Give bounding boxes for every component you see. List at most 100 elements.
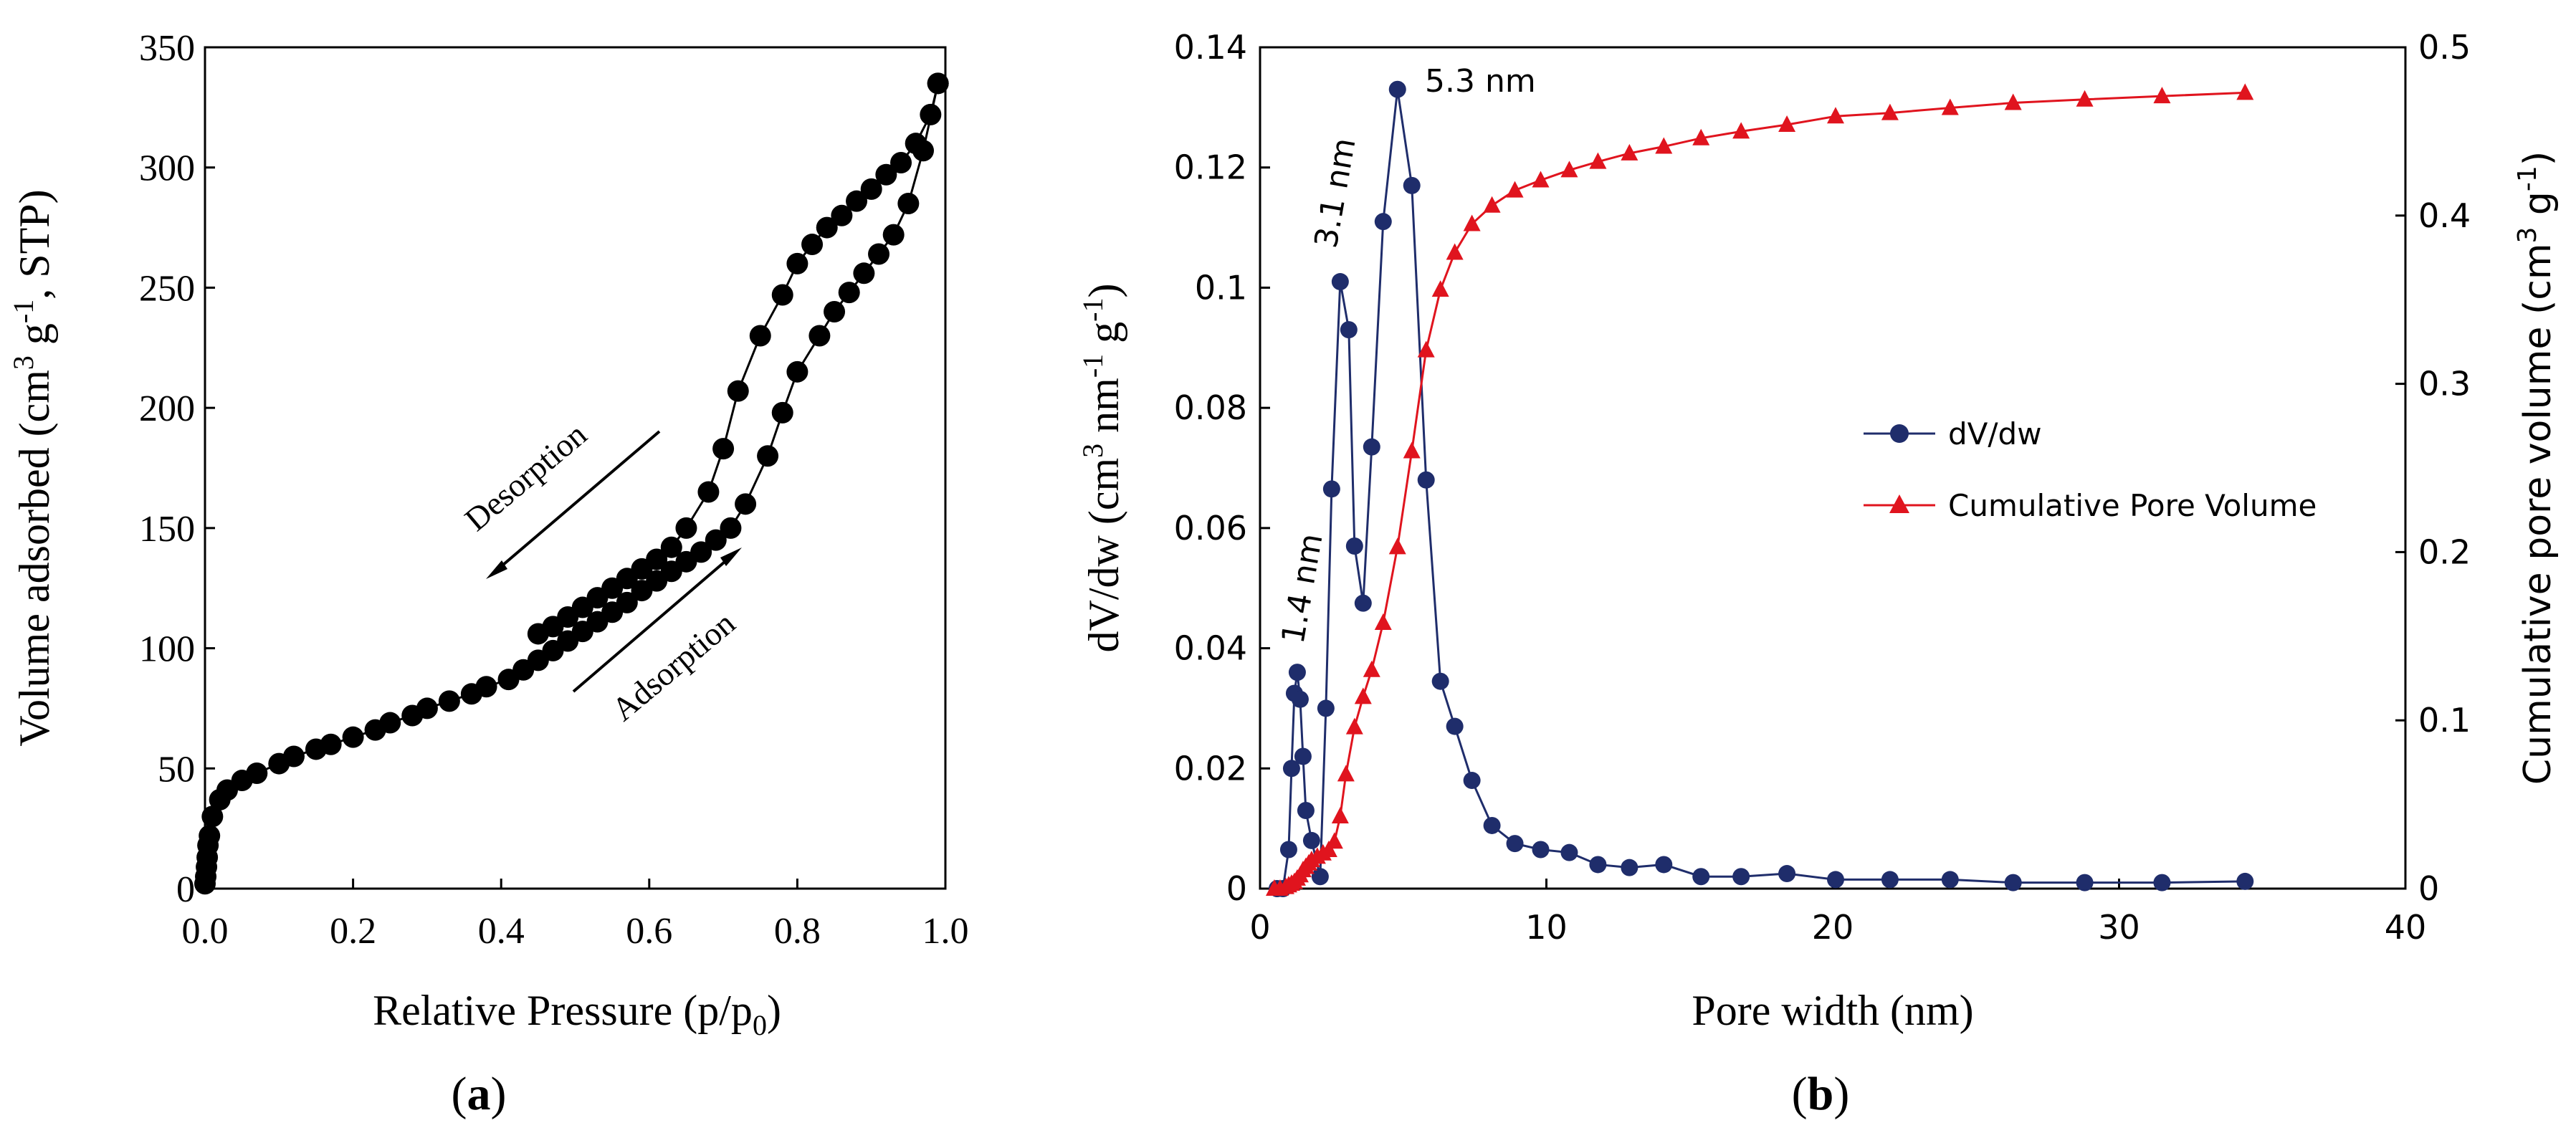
adsorption-point bbox=[342, 726, 364, 748]
panel-b-left-y-tick-label: 0.1 bbox=[1195, 268, 1247, 307]
dvdw-point bbox=[2236, 872, 2254, 890]
panel-a-y-tick-label: 250 bbox=[139, 268, 195, 309]
adsorption-point bbox=[771, 401, 793, 424]
panel-b-left-y-tick-label: 0.04 bbox=[1174, 629, 1247, 668]
adsorption-point bbox=[720, 517, 742, 539]
panel-a-x-tick-label: 0.8 bbox=[774, 911, 821, 952]
cumulative-pore-volume-point bbox=[1826, 107, 1844, 124]
adsorption-point bbox=[897, 193, 920, 215]
dvdw-point bbox=[1311, 868, 1329, 886]
cumulative-pore-volume-point bbox=[1431, 280, 1449, 297]
dvdw-point bbox=[1655, 856, 1673, 874]
dvdw-point bbox=[1340, 321, 1358, 339]
cumulative-pore-volume-point bbox=[1560, 161, 1578, 178]
desorption-point bbox=[697, 481, 720, 503]
cumulative-pore-volume-point bbox=[1374, 613, 1392, 631]
dvdw-point bbox=[1297, 801, 1315, 819]
dvdw-point bbox=[1363, 438, 1380, 456]
adsorption-arrowhead bbox=[720, 548, 742, 566]
desorption-point bbox=[675, 517, 697, 539]
dvdw-point bbox=[1446, 717, 1464, 735]
dvdw-point bbox=[1417, 471, 1435, 489]
panel-a-y-tick-label: 200 bbox=[139, 388, 195, 429]
desorption-point bbox=[660, 536, 682, 558]
desorption-point bbox=[846, 190, 868, 212]
panel-b-x-tick-label: 40 bbox=[2385, 908, 2427, 947]
legend-item-dvdw: dV/dw bbox=[1864, 416, 2042, 451]
dvdw-point bbox=[2004, 874, 2022, 891]
cumulative-pore-volume-point bbox=[1417, 340, 1435, 358]
panel-b-plot-frame bbox=[1259, 46, 2407, 890]
dvdw-point bbox=[1279, 841, 1297, 859]
cumulative-pore-volume-point bbox=[1506, 181, 1524, 198]
panel-a-y-tick-label: 350 bbox=[139, 28, 195, 69]
dvdw-point bbox=[1317, 699, 1335, 717]
panel-b-x-tick-label: 10 bbox=[1525, 908, 1568, 947]
cumulative-pore-volume-point bbox=[1655, 137, 1673, 154]
panel-b-right-y-tick-label: 0.5 bbox=[2418, 28, 2471, 67]
panel-b-label: (b) bbox=[1792, 1068, 1850, 1120]
desorption-arrowhead bbox=[486, 560, 507, 579]
dvdw-point bbox=[1388, 80, 1406, 98]
adsorption-point bbox=[808, 325, 831, 347]
panel-a-y-tick-label: 50 bbox=[158, 749, 195, 790]
panel-a-y-tick-label: 300 bbox=[139, 148, 195, 189]
adsorption-point bbox=[320, 733, 342, 755]
dvdw-point bbox=[1288, 664, 1306, 682]
cumulative-pore-volume-point bbox=[1692, 128, 1710, 145]
desorption-point bbox=[816, 216, 838, 239]
dvdw-point bbox=[1431, 672, 1449, 690]
panel-a-x-tick-labels: 0.0 0.2 0.4 0.6 0.8 1.0 bbox=[182, 911, 969, 952]
cumulative-pore-volume-point bbox=[1483, 196, 1501, 213]
adsorption-point bbox=[416, 697, 438, 719]
adsorption-point bbox=[786, 360, 808, 383]
panel-a-y-tick-labels: 0 50 100 150 200 250 300 350 bbox=[139, 28, 195, 910]
dvdw-point bbox=[1403, 176, 1421, 194]
desorption-point bbox=[801, 234, 824, 256]
desorption-point bbox=[712, 438, 735, 460]
peak-label-5-3nm: 5.3 nm bbox=[1425, 63, 1536, 100]
dvdw-point bbox=[1463, 772, 1481, 790]
dvdw-point bbox=[1732, 868, 1750, 886]
panel-a-y-tick-label: 0 bbox=[176, 869, 195, 910]
panel-b-left-y-tick-label: 0.08 bbox=[1174, 388, 1247, 427]
adsorption-arrow bbox=[572, 552, 736, 693]
panel-b-x-axis-title: Pore width (nm) bbox=[1692, 987, 1973, 1034]
desorption-point bbox=[771, 284, 793, 306]
cumulative-pore-volume-point bbox=[1403, 441, 1421, 459]
dvdw-point bbox=[1302, 831, 1320, 849]
cumulative-pore-volume-point bbox=[1388, 537, 1406, 555]
dvdw-point bbox=[1322, 480, 1340, 498]
panel-a-x-tick-label: 0.6 bbox=[626, 911, 672, 952]
panel-b-x-tick-label: 30 bbox=[2098, 908, 2140, 947]
adsorption-point bbox=[690, 541, 712, 563]
panel-b-x-tick-label: 20 bbox=[1812, 908, 1854, 947]
desorption-point bbox=[890, 152, 912, 174]
panel-a-x-tick-label: 0.0 bbox=[182, 911, 229, 952]
cumulative-pore-volume-point bbox=[1881, 103, 1899, 120]
panel-a-y-axis-title: Volume adsorbed (cm3 g-1, STP) bbox=[7, 189, 58, 746]
cumulative-pore-volume-point bbox=[1345, 717, 1363, 735]
adsorption-point bbox=[201, 805, 224, 828]
cumulative-pore-volume-point bbox=[1354, 687, 1372, 704]
cumulative-pore-volume-point bbox=[1331, 807, 1349, 824]
desorption-point bbox=[527, 623, 549, 645]
adsorption-point bbox=[838, 282, 860, 304]
panel-b-right-y-tick-label: 0.2 bbox=[2418, 532, 2471, 571]
cumulative-pore-volume-point bbox=[1320, 840, 1337, 857]
dvdw-point bbox=[1294, 747, 1312, 765]
panel-b-left-y-tick-label: 0.12 bbox=[1174, 148, 1247, 187]
panel-b-right-y-tick-labels: 0 0.1 0.2 0.3 0.4 0.5 bbox=[2418, 28, 2471, 908]
dvdw-point bbox=[1282, 760, 1300, 778]
dvdw-point bbox=[1483, 816, 1501, 834]
desorption-point bbox=[920, 103, 942, 125]
desorption-point bbox=[875, 163, 897, 186]
legend-cumulative-marker bbox=[1889, 494, 1909, 513]
adsorption-point bbox=[438, 690, 460, 712]
desorption-point bbox=[749, 325, 771, 347]
panel-a-x-axis-title: Relative Pressure (p/p0) bbox=[373, 987, 781, 1041]
cumulative-pore-volume-point bbox=[2004, 93, 2022, 110]
cumulative-pore-volume-point bbox=[1621, 143, 1638, 161]
cumulative-pore-volume-point bbox=[1732, 122, 1750, 139]
